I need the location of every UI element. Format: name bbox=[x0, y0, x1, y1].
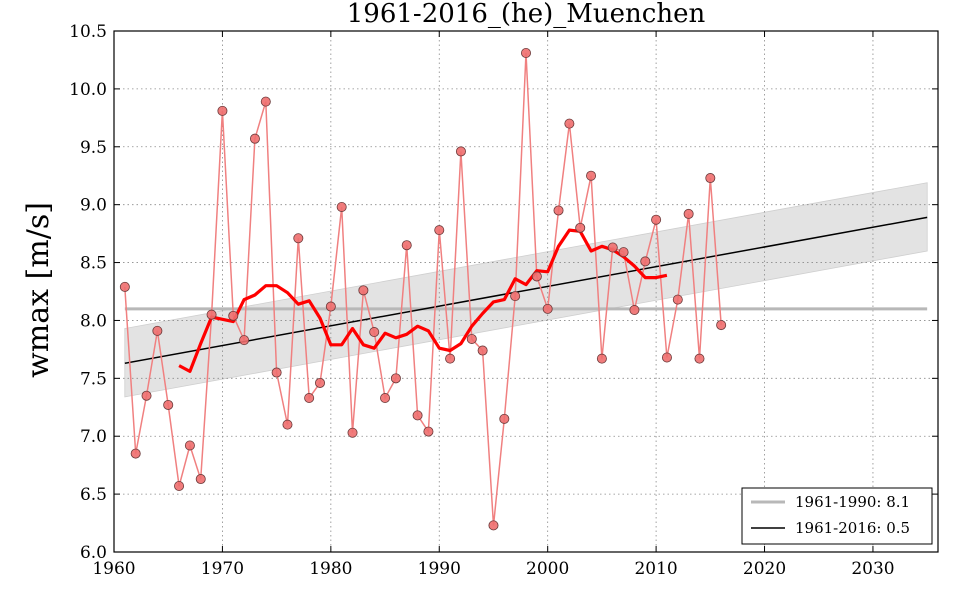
x-tick-label: 1980 bbox=[309, 559, 352, 579]
chart-title: 1961-2016_(he)_Muenchen bbox=[347, 0, 706, 29]
y-tick-label: 6.0 bbox=[80, 543, 107, 563]
data-point bbox=[163, 399, 174, 410]
data-point bbox=[228, 310, 239, 321]
data-point bbox=[607, 242, 618, 253]
legend-label: 1961-1990: 8.1 bbox=[795, 493, 910, 511]
data-point bbox=[282, 419, 293, 430]
y-tick-label: 9.5 bbox=[80, 138, 107, 158]
data-point bbox=[271, 367, 282, 378]
x-tick-label: 2020 bbox=[743, 559, 786, 579]
data-point bbox=[531, 271, 542, 282]
data-point bbox=[564, 118, 575, 129]
data-point bbox=[119, 281, 130, 292]
data-point bbox=[195, 474, 206, 485]
plot-frame bbox=[113, 30, 939, 553]
data-point bbox=[553, 205, 564, 216]
data-point bbox=[184, 440, 195, 451]
y-tick-label: 7.5 bbox=[80, 369, 107, 389]
data-point bbox=[401, 240, 412, 251]
x-tick-label: 1960 bbox=[92, 559, 135, 579]
data-point bbox=[390, 373, 401, 384]
data-point bbox=[130, 448, 141, 459]
data-point bbox=[651, 214, 662, 225]
data-point bbox=[640, 256, 651, 267]
data-point bbox=[380, 393, 391, 404]
data-point bbox=[141, 390, 152, 401]
data-point bbox=[217, 105, 228, 116]
data-point bbox=[423, 426, 434, 437]
data-point bbox=[325, 301, 336, 312]
data-point bbox=[586, 170, 597, 181]
y-tick-label: 10.0 bbox=[69, 80, 107, 100]
data-point bbox=[510, 291, 521, 302]
trend-line bbox=[124, 216, 928, 365]
data-point bbox=[152, 325, 163, 336]
plot-area: 1960 1970 1980 1990 2000 2010 2020 2030 6.0 6.5 7.… bbox=[69, 22, 939, 579]
data-point bbox=[629, 305, 640, 316]
data-point bbox=[445, 353, 456, 364]
data-point bbox=[412, 410, 423, 421]
data-point bbox=[358, 285, 369, 296]
data-point bbox=[716, 320, 727, 331]
data-point bbox=[618, 247, 629, 258]
y-axis-label: wmax [m/s] bbox=[21, 202, 56, 378]
x-tick-label: 1990 bbox=[418, 559, 461, 579]
legend-box bbox=[741, 487, 933, 545]
y-tick-label: 7.0 bbox=[80, 427, 107, 447]
x-tick-label: 2030 bbox=[851, 559, 894, 579]
y-tick-label: 6.5 bbox=[80, 485, 107, 505]
moving-average-line bbox=[178, 228, 668, 373]
data-point bbox=[260, 96, 271, 107]
data-point bbox=[477, 345, 488, 356]
y-tick-label: 8.0 bbox=[80, 311, 107, 331]
data-point bbox=[694, 353, 705, 364]
data-point bbox=[596, 353, 607, 364]
legend-label: 1961-2016: 0.5 bbox=[795, 519, 910, 537]
y-tick-label: 10.5 bbox=[69, 22, 107, 42]
data-point bbox=[206, 309, 217, 320]
data-point bbox=[488, 520, 499, 531]
legend: 1961-1990: 8.1 1961-2016: 0.5 bbox=[741, 487, 933, 545]
data-point bbox=[466, 333, 477, 344]
data-point bbox=[249, 133, 260, 144]
data-point bbox=[575, 222, 586, 233]
y-tick-label: 8.5 bbox=[80, 254, 107, 274]
data-point bbox=[336, 201, 347, 212]
x-tick-label: 2010 bbox=[634, 559, 677, 579]
data-point bbox=[521, 47, 532, 58]
data-point bbox=[499, 413, 510, 424]
data-point bbox=[455, 146, 466, 157]
data-point bbox=[293, 233, 304, 244]
data-point bbox=[434, 225, 445, 236]
data-point bbox=[369, 327, 380, 338]
data-point bbox=[314, 377, 325, 388]
y-tick-label: 9.0 bbox=[80, 196, 107, 216]
data-point bbox=[174, 481, 185, 492]
data-point bbox=[683, 208, 694, 219]
data-point bbox=[347, 427, 358, 438]
x-tick-label: 1970 bbox=[201, 559, 244, 579]
data-point bbox=[705, 173, 716, 184]
data-point bbox=[542, 303, 553, 314]
data-point bbox=[304, 393, 315, 404]
data-point bbox=[239, 335, 250, 346]
data-point bbox=[661, 352, 672, 363]
data-point bbox=[672, 294, 683, 305]
x-tick-label: 2000 bbox=[526, 559, 569, 579]
